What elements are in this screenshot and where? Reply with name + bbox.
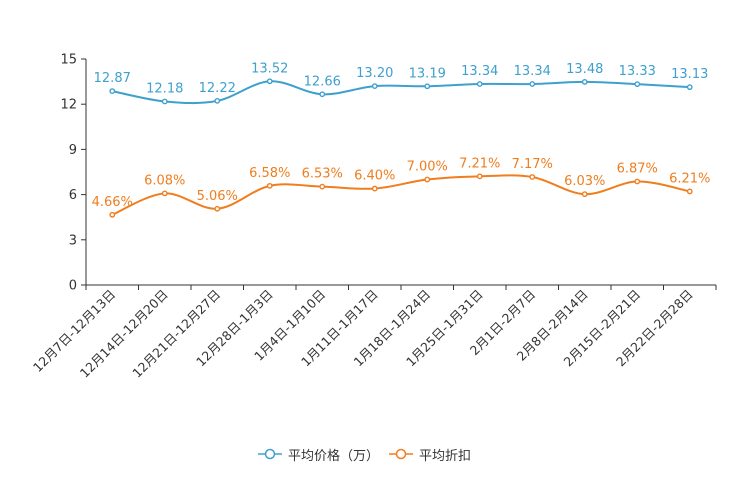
data-label: 4.66% (92, 195, 133, 210)
data-label: 6.53% (302, 167, 343, 182)
data-point[interactable] (581, 191, 588, 198)
data-label: 7.00% (407, 160, 448, 175)
y-tick-label: 0 (69, 279, 77, 294)
data-point[interactable] (476, 81, 483, 87)
data-label: 6.58% (249, 166, 290, 181)
data-point[interactable] (371, 83, 378, 90)
series-discount: 4.66% 6.08% 5.06% 6.58% 6.53% 6.40% 7.00% 7.21%… (92, 156, 710, 218)
data-label: 13.52 (251, 61, 288, 76)
axes: 0369121512月7日-12月13日12月14日-12月20日12月21日-… (30, 53, 717, 381)
y-tick-label: 6 (69, 188, 77, 203)
data-point[interactable] (686, 188, 693, 195)
x-tick-label: 12月21日-12月27日 (129, 287, 223, 381)
series-layer: 12.87 12.18 12.22 13.52 12.66 13.20 13.19 13.34… (92, 61, 710, 218)
data-label: 12.22 (199, 81, 236, 96)
data-point[interactable] (319, 183, 326, 190)
data-point[interactable] (581, 79, 588, 85)
legend-label-price: 平均价格（万） (288, 448, 380, 464)
data-point[interactable] (424, 176, 431, 183)
data-label: 13.13 (671, 67, 708, 82)
y-tick-label: 3 (69, 233, 77, 248)
data-label: 6.21% (669, 171, 710, 186)
data-label: 13.34 (461, 64, 498, 79)
legend-label-discount: 平均折扣 (419, 448, 472, 464)
data-point[interactable] (266, 182, 273, 189)
data-label: 6.87% (617, 161, 658, 176)
legend-item-discount[interactable]: 平均折扣 (389, 445, 471, 464)
data-label: 12.87 (94, 71, 131, 86)
data-label: 13.20 (356, 66, 393, 81)
data-point[interactable] (371, 185, 378, 192)
data-label: 12.18 (146, 81, 183, 96)
data-point[interactable] (214, 205, 221, 212)
data-point[interactable] (109, 211, 116, 218)
data-point[interactable] (214, 97, 221, 104)
data-label: 13.34 (514, 64, 551, 79)
legend: 平均价格（万） 平均折扣 (258, 444, 471, 464)
data-label: 5.06% (197, 189, 238, 204)
data-point[interactable] (424, 83, 431, 90)
data-point[interactable] (529, 174, 536, 180)
data-label: 6.40% (354, 169, 395, 184)
data-point[interactable] (161, 190, 168, 197)
data-label: 6.03% (564, 174, 605, 189)
data-point[interactable] (476, 173, 483, 180)
data-label: 7.21% (459, 156, 500, 171)
series-line (112, 80, 690, 105)
data-point[interactable] (529, 81, 536, 87)
data-point[interactable] (634, 178, 641, 185)
data-label: 13.33 (619, 64, 656, 79)
data-label: 13.19 (409, 66, 446, 81)
data-label: 6.08% (144, 173, 185, 188)
series-line (111, 174, 690, 216)
y-tick-label: 15 (60, 53, 77, 68)
legend-line-circle-icon (258, 448, 282, 460)
data-point[interactable] (319, 91, 326, 98)
data-label: 12.66 (304, 74, 341, 89)
series-price: 12.87 12.18 12.22 13.52 12.66 13.20 13.19 13.34… (94, 61, 708, 105)
data-point[interactable] (266, 78, 273, 85)
legend-item-price[interactable]: 平均价格（万） (258, 445, 379, 464)
data-point[interactable] (634, 81, 641, 88)
x-tick-label: 12月14日-12月20日 (77, 287, 171, 381)
y-tick-label: 12 (60, 98, 77, 113)
y-tick-label: 9 (69, 143, 77, 158)
data-point[interactable] (686, 84, 693, 91)
data-label: 7.17% (512, 157, 553, 172)
legend-line-circle-icon (389, 448, 414, 460)
data-point[interactable] (161, 98, 168, 105)
data-label: 13.48 (566, 62, 603, 77)
data-point[interactable] (109, 88, 116, 94)
